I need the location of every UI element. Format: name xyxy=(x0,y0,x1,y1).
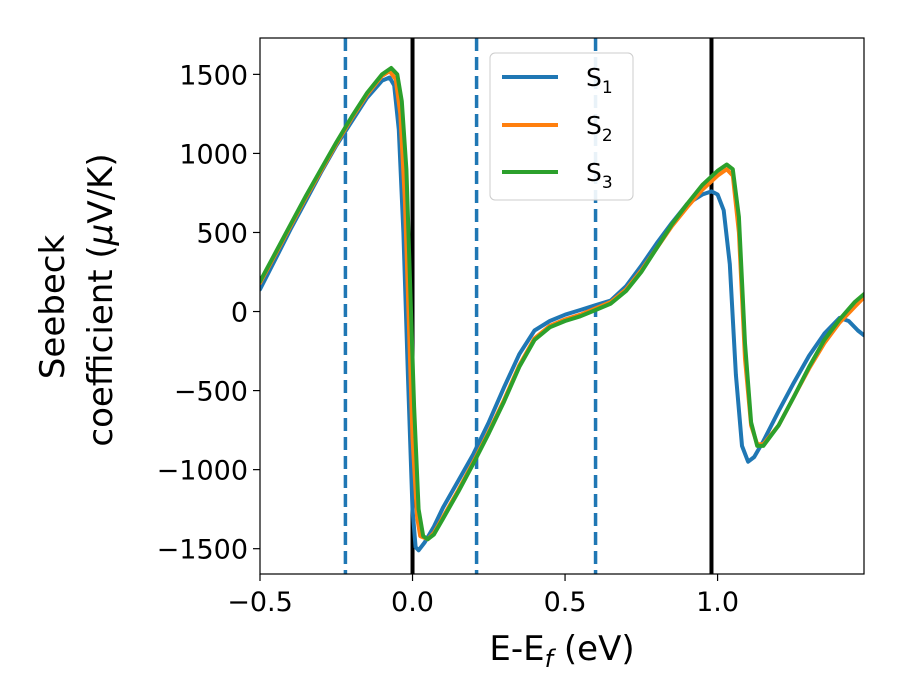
plot-area xyxy=(260,38,864,574)
legend-box xyxy=(489,52,634,201)
y-tick-label: −500 xyxy=(174,377,248,408)
y-tick-label: 1000 xyxy=(179,139,248,170)
series-line-s3 xyxy=(260,66,864,542)
x-tick-label: 0.5 xyxy=(544,587,587,618)
plot-border xyxy=(259,37,865,575)
y-tick-label: −1000 xyxy=(157,456,248,487)
y-tick-label: 500 xyxy=(196,218,248,249)
axes-frame xyxy=(259,37,865,575)
legend-label-s3: S3 xyxy=(586,158,613,193)
x-axis-label: E-Ef (eV) xyxy=(489,629,634,673)
y-tick-label: −1500 xyxy=(157,535,248,566)
axis-ticks: −0.5 0.0 0.5 1.0 −1500 −1000 −500 0 500 1000 1500 xyxy=(157,60,739,618)
series-line-s1 xyxy=(260,75,864,553)
legend: S1 S2 S3 xyxy=(489,52,634,201)
y-tick-label: 1500 xyxy=(179,60,248,91)
x-tick-label: 0.0 xyxy=(391,587,434,618)
y-axis-label-line1: Seebeck xyxy=(33,235,73,380)
y-tick-label: 0 xyxy=(231,298,248,329)
legend-label-s1: S1 xyxy=(586,63,613,98)
legend-label-s2: S2 xyxy=(586,111,613,146)
x-tick-label: 1.0 xyxy=(696,587,739,618)
x-tick-label: −0.5 xyxy=(227,587,293,618)
y-axis-label-line2: coefficient (μV/K) xyxy=(81,153,121,446)
